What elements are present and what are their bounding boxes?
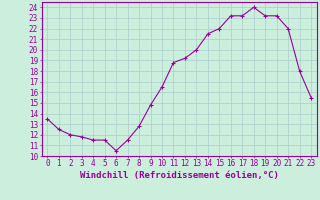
X-axis label: Windchill (Refroidissement éolien,°C): Windchill (Refroidissement éolien,°C) — [80, 171, 279, 180]
